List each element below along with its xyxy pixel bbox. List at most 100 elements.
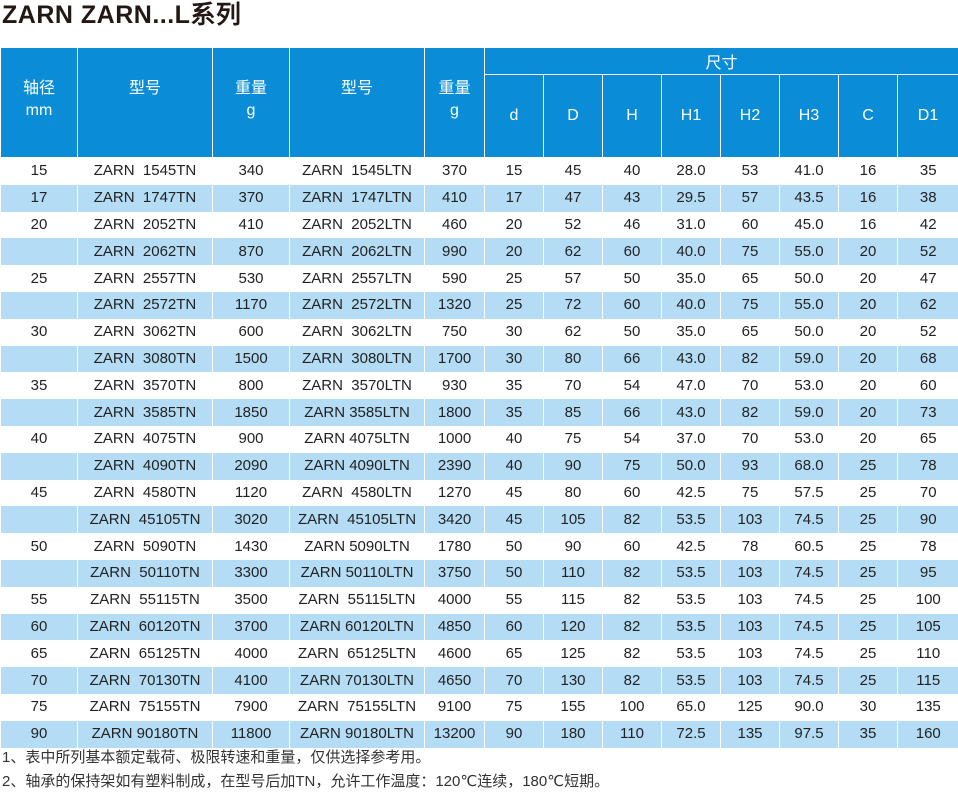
- table-cell: 370: [425, 158, 485, 185]
- table-cell: 125: [721, 694, 780, 721]
- table-cell: 750: [425, 319, 485, 346]
- table-cell: 3300: [213, 560, 290, 587]
- table-cell: 410: [425, 185, 485, 212]
- table-cell: 1120: [213, 480, 290, 507]
- table-cell: 82: [721, 346, 780, 373]
- table-cell: 135: [721, 721, 780, 748]
- table-cell: 25: [839, 614, 898, 641]
- table-cell: 54: [603, 426, 662, 453]
- table-cell: 40: [485, 453, 544, 480]
- table-cell: 47.0: [662, 372, 721, 399]
- table-cell: 78: [721, 533, 780, 560]
- table-cell: 41.0: [780, 158, 839, 185]
- table-cell: 43.0: [662, 346, 721, 373]
- table-cell: 40: [485, 426, 544, 453]
- table-cell: 25: [839, 560, 898, 587]
- table-cell: 20: [839, 265, 898, 292]
- table-cell: 11800: [213, 721, 290, 748]
- table-cell: ZARN 3585TN: [78, 399, 213, 426]
- table-cell: ZARN 60120LTN: [290, 614, 425, 641]
- table-cell: 110: [898, 640, 958, 667]
- table-cell: ZARN 45105LTN: [290, 506, 425, 533]
- table-cell: 7900: [213, 694, 290, 721]
- table-cell: 35: [1, 372, 78, 399]
- table-cell: 1700: [425, 346, 485, 373]
- table-cell: 53.5: [662, 560, 721, 587]
- table-cell: 85: [544, 399, 603, 426]
- table-cell: 1320: [425, 292, 485, 319]
- table-cell: 460: [425, 212, 485, 239]
- table-cell: 130: [544, 667, 603, 694]
- table-cell: ZARN 65125LTN: [290, 640, 425, 667]
- table-cell: 20: [485, 238, 544, 265]
- table-cell: 72.5: [662, 721, 721, 748]
- table-cell: ZARN 2062TN: [78, 238, 213, 265]
- table-cell: ZARN 3585LTN: [290, 399, 425, 426]
- table-cell: 1800: [425, 399, 485, 426]
- table-cell: 25: [839, 587, 898, 614]
- table-cell: 1500: [213, 346, 290, 373]
- table-cell: ZARN 3570TN: [78, 372, 213, 399]
- table-cell: 74.5: [780, 560, 839, 587]
- table-cell: 53.0: [780, 372, 839, 399]
- table-cell: 20: [839, 426, 898, 453]
- table-cell: 45: [485, 506, 544, 533]
- table-cell: 73: [898, 399, 958, 426]
- table-cell: ZARN 4580LTN: [290, 480, 425, 507]
- table-cell: 82: [603, 506, 662, 533]
- table-cell: ZARN 70130LTN: [290, 667, 425, 694]
- table-cell: 2390: [425, 453, 485, 480]
- table-cell: 45: [544, 158, 603, 185]
- table-cell: 20: [485, 212, 544, 239]
- header-dimensions: 尺寸: [485, 48, 958, 75]
- table-cell: 29.5: [662, 185, 721, 212]
- table-cell: 60: [1, 614, 78, 641]
- table-cell: 1000: [425, 426, 485, 453]
- table-cell: 1430: [213, 533, 290, 560]
- table-cell: [1, 453, 78, 480]
- table-cell: 600: [213, 319, 290, 346]
- table-cell: 100: [898, 587, 958, 614]
- table-cell: ZARN 3570LTN: [290, 372, 425, 399]
- table-cell: 95: [898, 560, 958, 587]
- table-cell: 180: [544, 721, 603, 748]
- table-cell: ZARN 2572LTN: [290, 292, 425, 319]
- table-cell: 70: [544, 372, 603, 399]
- table-cell: 110: [603, 721, 662, 748]
- table-cell: 50.0: [662, 453, 721, 480]
- table-cell: 70: [1, 667, 78, 694]
- table-cell: 40: [1, 426, 78, 453]
- table-cell: 74.5: [780, 506, 839, 533]
- table-cell: 75: [544, 426, 603, 453]
- table-cell: ZARN 3080LTN: [290, 346, 425, 373]
- table-cell: 4000: [213, 640, 290, 667]
- table-cell: 75: [721, 480, 780, 507]
- table-cell: 870: [213, 238, 290, 265]
- table-cell: 70: [721, 426, 780, 453]
- table-cell: 125: [544, 640, 603, 667]
- table-cell: 60.5: [780, 533, 839, 560]
- table-cell: 57: [721, 185, 780, 212]
- table-cell: ZARN 50110TN: [78, 560, 213, 587]
- table-cell: 74.5: [780, 587, 839, 614]
- table-cell: 25: [485, 292, 544, 319]
- table-cell: 97.5: [780, 721, 839, 748]
- table-cell: 60: [603, 480, 662, 507]
- table-cell: ZARN 3062TN: [78, 319, 213, 346]
- table-cell: 60: [603, 238, 662, 265]
- table-cell: [1, 399, 78, 426]
- table-cell: 57: [544, 265, 603, 292]
- table-cell: ZARN 4075LTN: [290, 426, 425, 453]
- table-cell: 65: [1, 640, 78, 667]
- table-cell: ZARN 45105TN: [78, 506, 213, 533]
